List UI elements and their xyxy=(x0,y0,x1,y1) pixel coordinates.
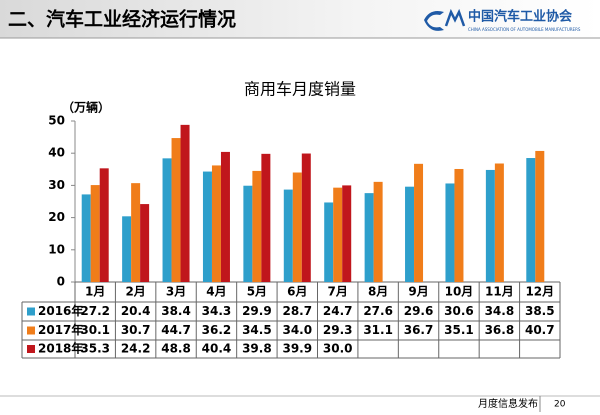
x-tick-label: 7月 xyxy=(328,285,348,299)
y-tick-label: 10 xyxy=(48,242,65,256)
bar xyxy=(122,216,132,282)
bar xyxy=(454,168,464,282)
logo-text: 中国汽车工业协会 xyxy=(468,9,573,25)
bar xyxy=(333,187,343,282)
table-cell: 29.9 xyxy=(242,304,272,318)
table-cell: 29.6 xyxy=(404,304,434,318)
header-band xyxy=(0,0,600,38)
table-cell: 38.5 xyxy=(525,304,555,318)
bar xyxy=(261,153,271,282)
table-cell: 38.4 xyxy=(161,304,191,318)
header-title: 二、汽车工业经济运行情况 xyxy=(8,8,236,31)
legend-label: 2017年 xyxy=(38,322,83,337)
bar xyxy=(324,202,334,282)
table-cell: 44.7 xyxy=(161,323,191,337)
bar xyxy=(90,185,100,282)
table-cell: 30.6 xyxy=(444,304,474,318)
bar xyxy=(405,186,415,282)
bar xyxy=(414,163,424,282)
legend-label: 2018年 xyxy=(38,341,83,356)
bar xyxy=(535,150,545,282)
table-cell: 34.0 xyxy=(282,323,312,337)
table-cell: 40.4 xyxy=(202,342,232,356)
x-tick-label: 4月 xyxy=(206,285,226,299)
bar xyxy=(171,138,181,282)
legend-swatch xyxy=(27,345,35,353)
x-tick-label: 11月 xyxy=(485,285,514,299)
table-cell: 30.0 xyxy=(323,342,353,356)
table-cell: 30.7 xyxy=(121,323,151,337)
bar xyxy=(162,158,172,282)
table-cell: 29.3 xyxy=(323,323,353,337)
bar xyxy=(373,181,383,282)
table-cell: 36.8 xyxy=(485,323,515,337)
x-tick-label: 12月 xyxy=(525,285,554,299)
table-cell: 24.7 xyxy=(323,304,353,318)
y-tick-label: 50 xyxy=(48,114,65,128)
page-number: 20 xyxy=(554,400,566,410)
bar xyxy=(202,171,212,282)
bar xyxy=(283,189,293,282)
bar xyxy=(99,168,109,282)
table-cell: 28.7 xyxy=(282,304,312,318)
footer-text: 月度信息发布 xyxy=(478,397,538,410)
x-tick-label: 9月 xyxy=(408,285,428,299)
bar xyxy=(342,185,352,282)
x-tick-label: 1月 xyxy=(85,285,105,299)
bar xyxy=(292,172,302,282)
bar xyxy=(445,183,455,282)
bar xyxy=(220,151,230,282)
table-cell: 27.2 xyxy=(80,304,110,318)
logo-subtext: CHINA ASSOCIATION OF AUTOMOBILE MANUFACT… xyxy=(468,27,581,32)
table-cell: 31.1 xyxy=(363,323,393,337)
table-cell: 40.7 xyxy=(525,323,555,337)
y-tick-label: 20 xyxy=(48,210,65,224)
table-cell: 36.2 xyxy=(202,323,232,337)
bar xyxy=(140,204,150,282)
bar xyxy=(180,124,190,282)
bar xyxy=(526,158,536,282)
y-tick-label: 0 xyxy=(57,275,65,289)
table-cell: 35.1 xyxy=(444,323,474,337)
bar xyxy=(364,193,374,282)
table-cell: 20.4 xyxy=(121,304,151,318)
table-cell: 34.5 xyxy=(242,323,272,337)
bar xyxy=(485,169,495,282)
bar xyxy=(301,153,311,282)
table-cell: 24.2 xyxy=(121,342,151,356)
x-tick-label: 10月 xyxy=(445,285,474,299)
bar xyxy=(211,165,221,282)
legend-swatch xyxy=(27,307,35,316)
table-cell: 35.3 xyxy=(80,342,110,356)
x-tick-label: 2月 xyxy=(125,285,145,299)
bar xyxy=(252,170,262,282)
y-tick-label: 40 xyxy=(48,146,65,160)
x-tick-label: 8月 xyxy=(368,285,388,299)
table-cell: 39.8 xyxy=(242,342,272,356)
bar xyxy=(131,183,141,282)
legend-label: 2016年 xyxy=(38,303,83,318)
legend-swatch xyxy=(27,326,35,335)
table-cell: 30.1 xyxy=(80,323,110,337)
bar xyxy=(494,163,504,282)
logo-mark xyxy=(424,11,444,31)
table-cell: 27.6 xyxy=(363,304,393,318)
x-tick-label: 5月 xyxy=(247,285,267,299)
table-cell: 39.9 xyxy=(282,342,312,356)
y-tick-label: 30 xyxy=(48,178,65,192)
chart-title: 商用车月度销量 xyxy=(244,80,356,99)
table-cell: 36.7 xyxy=(404,323,434,337)
logo-mark-2 xyxy=(444,8,466,27)
bar xyxy=(81,194,91,282)
bar xyxy=(243,185,253,282)
x-tick-label: 6月 xyxy=(287,285,307,299)
table-cell: 34.8 xyxy=(485,304,515,318)
table-cell: 48.8 xyxy=(161,342,191,356)
y-axis-label: （万辆） xyxy=(62,100,110,115)
table-cell: 34.3 xyxy=(202,304,232,318)
x-tick-label: 3月 xyxy=(166,285,186,299)
